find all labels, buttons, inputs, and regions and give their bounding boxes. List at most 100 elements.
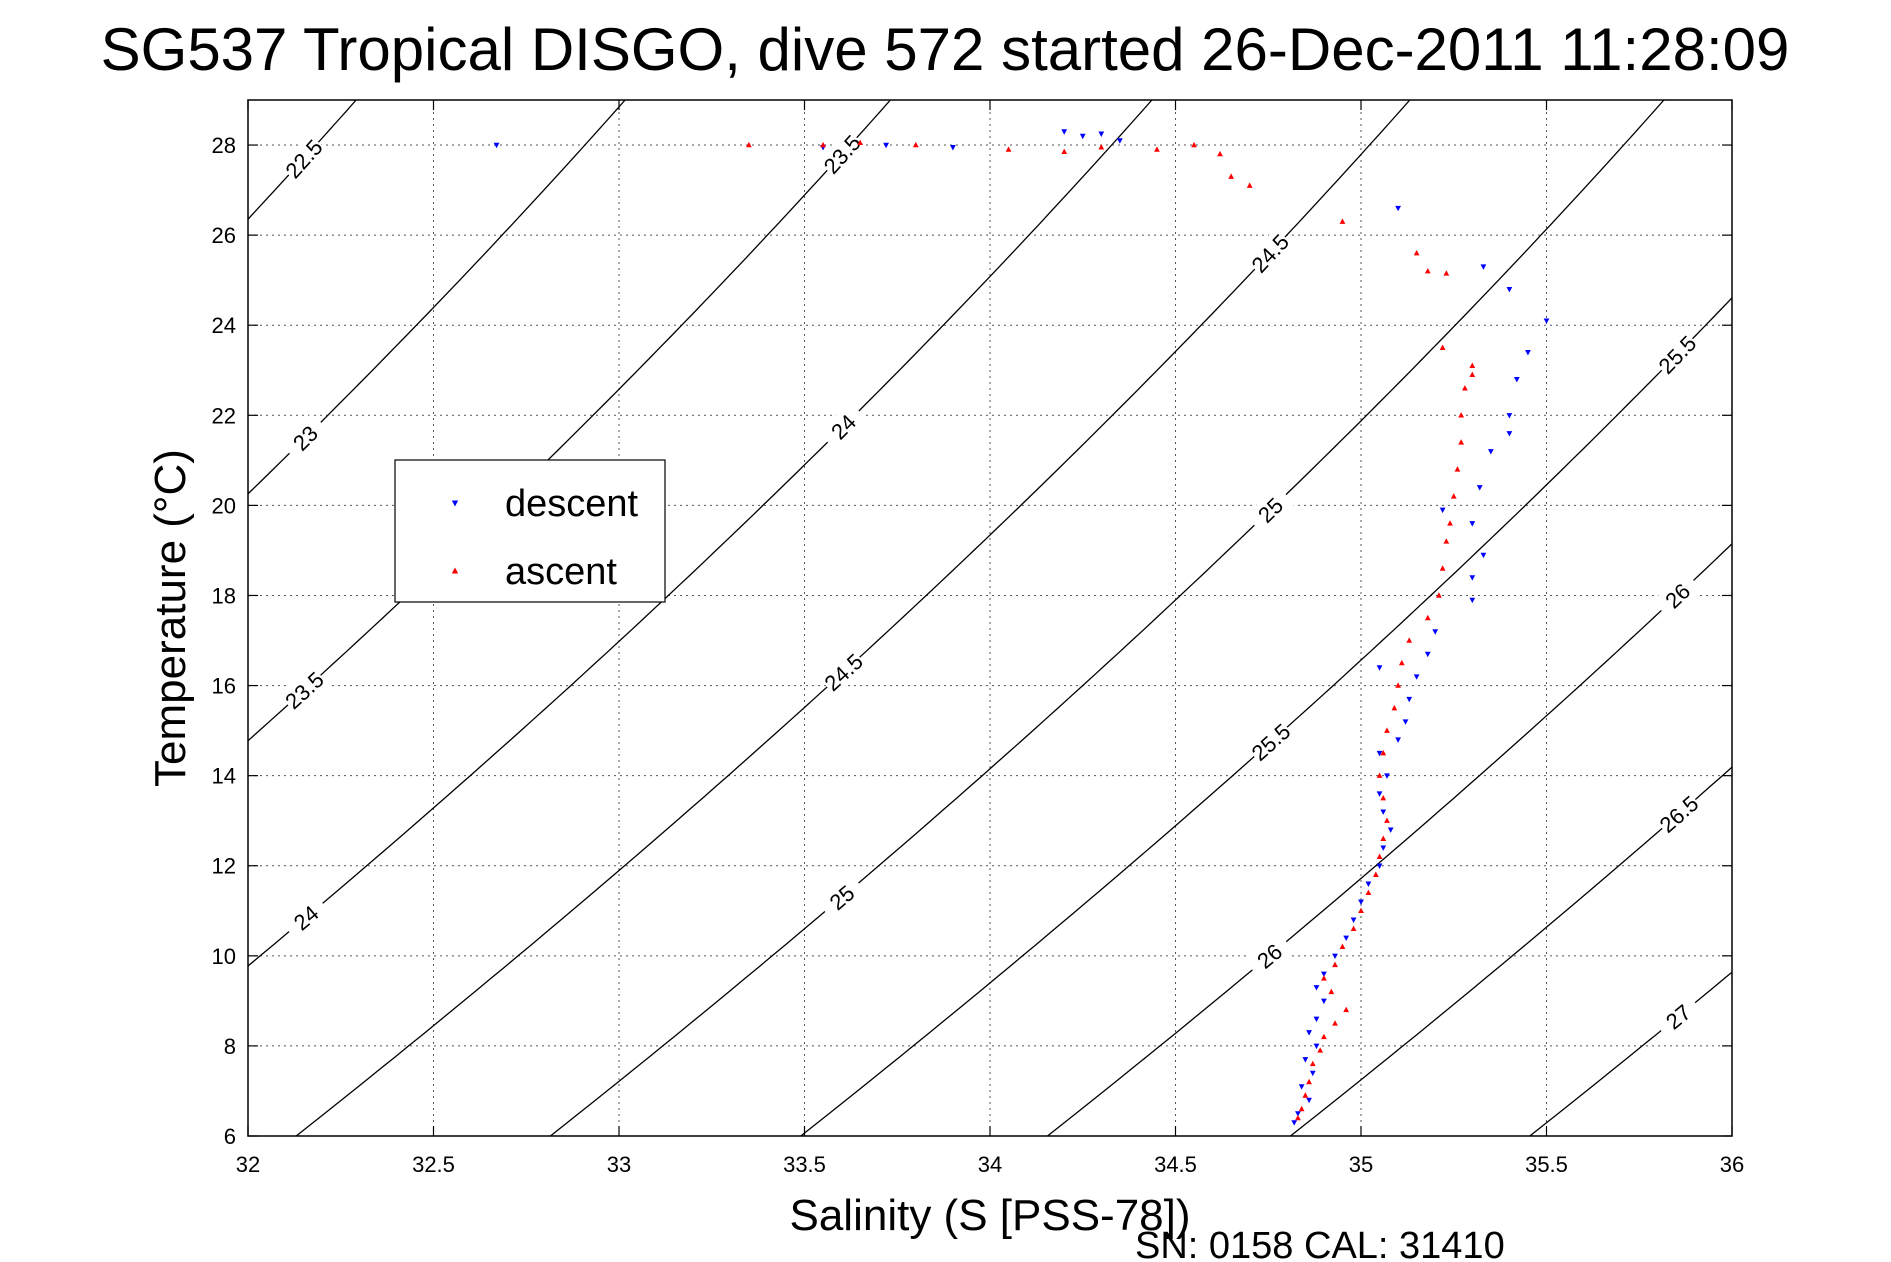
ascent-point	[1061, 148, 1068, 155]
ascent-point	[1436, 592, 1442, 598]
descent-point	[1321, 998, 1327, 1005]
y-tick-label: 28	[212, 133, 236, 158]
density-contour	[248, 100, 1153, 967]
descent-point	[1116, 138, 1123, 144]
y-tick-label: 14	[212, 764, 236, 789]
ascent-point	[1376, 772, 1383, 778]
ascent-point	[1462, 385, 1468, 391]
descent-point	[1480, 552, 1487, 559]
y-tick-label: 8	[224, 1034, 236, 1059]
descent-point	[1358, 899, 1364, 905]
descent-point	[1480, 264, 1487, 270]
legend-descent-label: descent	[505, 483, 639, 525]
x-tick-label: 32.5	[412, 1152, 455, 1177]
descent-point	[1098, 131, 1105, 137]
contour-label-bg	[1652, 570, 1703, 621]
legend-descent-marker	[451, 500, 459, 507]
density-contour-label: 26.5	[1655, 791, 1704, 838]
ascent-point	[1469, 371, 1476, 378]
descent-point	[1402, 719, 1409, 725]
descent-point	[1513, 377, 1520, 383]
x-tick-label: 33.5	[783, 1152, 826, 1177]
ascent-point	[1384, 727, 1390, 733]
ascent-point	[1424, 614, 1431, 621]
ascent-point	[1005, 146, 1012, 152]
descent-point	[1306, 1030, 1312, 1036]
ascent-point	[1332, 1020, 1338, 1026]
grid	[248, 100, 1732, 1136]
density-contour	[549, 100, 1665, 1136]
density-contour	[0, 55, 123, 1181]
descent-point	[1380, 845, 1387, 851]
x-tick-label: 36	[1720, 1152, 1744, 1177]
descent-point	[1376, 665, 1383, 671]
ascent-point	[745, 141, 752, 148]
y-axis-ticks: 6 8 10 12 14 16 18 20 22 24 26 28	[212, 133, 1732, 1149]
x-axis-ticks: 32 32.5 33 33.5 34 34.5 35 35.5 36	[236, 100, 1744, 1177]
ascent-point	[1332, 961, 1338, 968]
density-contour	[1046, 542, 1732, 1136]
ascent-point	[1350, 925, 1357, 932]
ascent-point	[1191, 141, 1197, 148]
y-tick-label: 16	[212, 674, 236, 699]
contour-label-bg	[1245, 717, 1296, 767]
ascent-point	[1328, 988, 1335, 995]
y-tick-label: 22	[212, 403, 236, 428]
descent-point	[1376, 791, 1383, 797]
descent-point	[1439, 507, 1446, 514]
data-points	[493, 129, 1550, 1126]
descent-point	[1384, 773, 1390, 779]
descent-point	[1295, 1111, 1301, 1117]
contour-label-bg	[1245, 228, 1295, 279]
descent-point	[1424, 651, 1431, 658]
ascent-point	[1391, 704, 1398, 711]
descent-point	[1487, 449, 1494, 455]
descent-point	[493, 142, 500, 149]
y-tick-label: 10	[212, 944, 236, 969]
contour-label-bg	[817, 129, 867, 180]
legend-ascent-marker	[451, 567, 459, 574]
descent-point	[1291, 1120, 1298, 1126]
y-tick-label: 20	[212, 493, 236, 518]
ascent-point	[1372, 871, 1379, 877]
ascent-point	[1376, 853, 1383, 859]
x-axis-label: Salinity (S [PSS-78])	[789, 1191, 1190, 1240]
ascent-point	[1217, 150, 1223, 157]
ascent-point	[1439, 344, 1446, 350]
contour-label-bg	[1652, 329, 1702, 380]
descent-point	[1469, 575, 1476, 581]
descent-point	[1413, 674, 1420, 680]
density-contour	[1708, 55, 1891, 1181]
ascent-point	[1295, 1114, 1301, 1121]
descent-point	[950, 145, 956, 151]
ascent-point	[1380, 749, 1387, 756]
ascent-point	[1384, 817, 1390, 823]
y-axis-label: Temperature (°C)	[146, 449, 195, 787]
y-tick-label: 12	[212, 854, 236, 879]
ascent-point	[1454, 466, 1461, 472]
descent-point	[1332, 953, 1338, 960]
descent-point	[1506, 413, 1513, 419]
density-contour	[295, 100, 1411, 1136]
descent-point	[1380, 809, 1387, 815]
descent-marker-icon	[451, 500, 459, 507]
descent-point	[1406, 696, 1413, 703]
descent-point	[1302, 1057, 1309, 1063]
ascent-point	[1309, 1060, 1316, 1067]
ascent-point	[1413, 249, 1420, 256]
ascent-point	[820, 141, 826, 148]
contour-label-bg	[816, 873, 867, 922]
x-tick-label: 35.5	[1525, 1152, 1568, 1177]
contour-label-bg	[280, 413, 330, 463]
ascent-point	[1424, 267, 1431, 274]
contour-label-bg	[279, 665, 330, 715]
ascent-point	[1443, 270, 1450, 276]
ascent-point	[1380, 794, 1387, 801]
descent-point	[1395, 737, 1401, 743]
contour-label-bg	[818, 647, 869, 697]
descent-point	[1469, 597, 1476, 604]
descent-point	[1309, 1070, 1316, 1077]
contour-label-bg	[279, 133, 329, 184]
contour-label-bg	[280, 893, 332, 942]
contour-label-bg	[1652, 992, 1704, 1041]
